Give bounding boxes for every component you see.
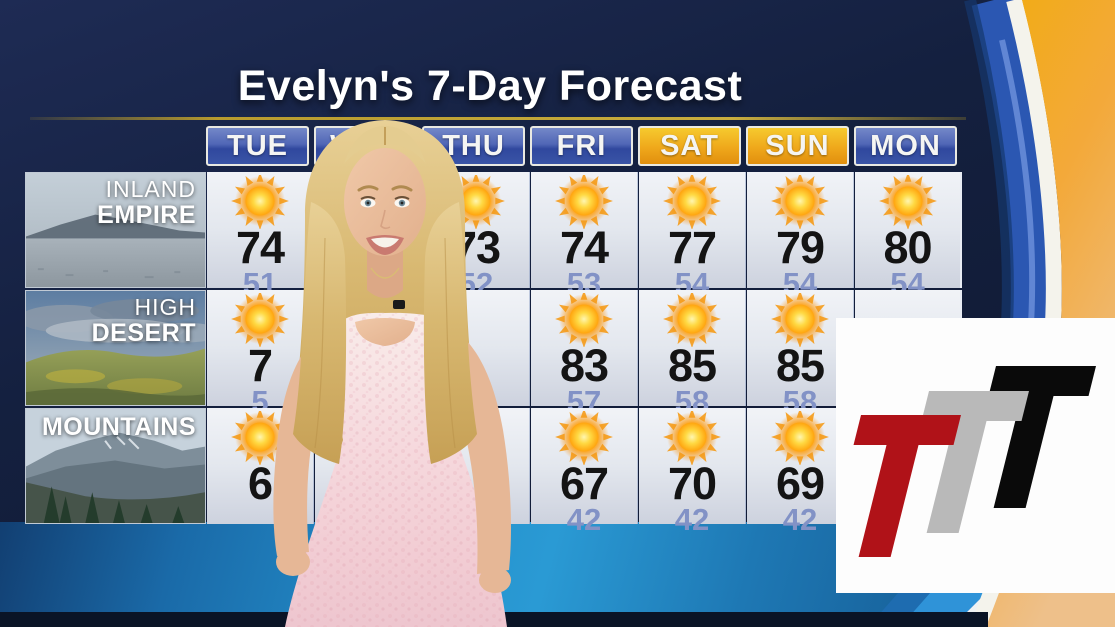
sunny-icon xyxy=(769,411,831,465)
page-title: Evelyn's 7-Day Forecast xyxy=(237,62,743,110)
high-temp: 80 xyxy=(883,222,932,273)
sunny-icon xyxy=(661,293,723,347)
region-label: INLAND EMPIRE xyxy=(97,176,196,229)
forecast-cell: 70 42 xyxy=(639,408,746,535)
high-temp: 70 xyxy=(667,458,717,509)
forecast-cell: 67 42 xyxy=(531,408,638,535)
high-temp: 77 xyxy=(667,222,717,273)
region-photo-mountains: MOUNTAINS xyxy=(25,408,206,524)
region-photo-high-desert: HIGH DESERT xyxy=(25,290,206,406)
station-logo-box xyxy=(836,318,1115,593)
title-underline xyxy=(30,117,966,120)
high-temp: 85 xyxy=(775,340,825,391)
day-header-sun: SUN xyxy=(746,126,849,166)
forecast-cell: 83 57 xyxy=(531,290,638,417)
forecast-cell: 74 51 xyxy=(207,172,314,299)
high-temp: 85 xyxy=(667,340,717,391)
lavalier-mic xyxy=(393,300,405,309)
high-temp: 67 xyxy=(559,458,609,509)
high-temp: 74 xyxy=(235,222,285,273)
region-name-line1: HIGH xyxy=(134,294,196,320)
sunny-icon xyxy=(661,411,723,465)
day-header-tue: TUE xyxy=(206,126,309,166)
forecast-cell: 85 58 xyxy=(639,290,746,417)
low-temp: 42 xyxy=(566,502,602,537)
mountains-photo-art xyxy=(26,409,205,523)
high-temp: 79 xyxy=(775,222,825,273)
region-name-line2: EMPIRE xyxy=(97,200,196,229)
high-temp: 6 xyxy=(247,458,273,509)
inland-empire-photo-art xyxy=(26,173,205,287)
sunny-icon xyxy=(661,175,723,229)
forecast-cell: 77 54 xyxy=(639,172,746,299)
high-temp: 7 xyxy=(247,340,273,391)
high-temp: 69 xyxy=(775,458,825,509)
day-header-mon: MON xyxy=(854,126,957,166)
sunny-icon xyxy=(769,293,831,347)
low-temp: 42 xyxy=(782,502,818,537)
high-temp: 83 xyxy=(559,340,609,391)
day-header-sat: SAT xyxy=(638,126,741,166)
low-temp: 42 xyxy=(674,502,710,537)
region-name-line2: MOUNTAINS xyxy=(41,413,196,441)
region-photo-inland-empire: INLAND EMPIRE xyxy=(25,172,206,288)
station-logo-ttt-icon xyxy=(836,366,1096,557)
region-name-line2: DESERT xyxy=(91,318,196,347)
weather-presenter xyxy=(273,120,511,627)
high-desert-photo-art xyxy=(26,291,205,405)
region-label: MOUNTAINS xyxy=(42,414,196,440)
sunny-icon xyxy=(769,175,831,229)
forecast-cell: 80 54 xyxy=(855,172,962,299)
region-label: HIGH DESERT xyxy=(91,294,196,347)
high-temp: 74 xyxy=(559,222,609,273)
region-name-line1: INLAND xyxy=(105,176,196,202)
day-header-fri: FRI xyxy=(530,126,633,166)
forecast-cell: 79 54 xyxy=(747,172,854,299)
forecast-cell: 74 53 xyxy=(531,172,638,299)
sunny-icon xyxy=(877,175,939,229)
